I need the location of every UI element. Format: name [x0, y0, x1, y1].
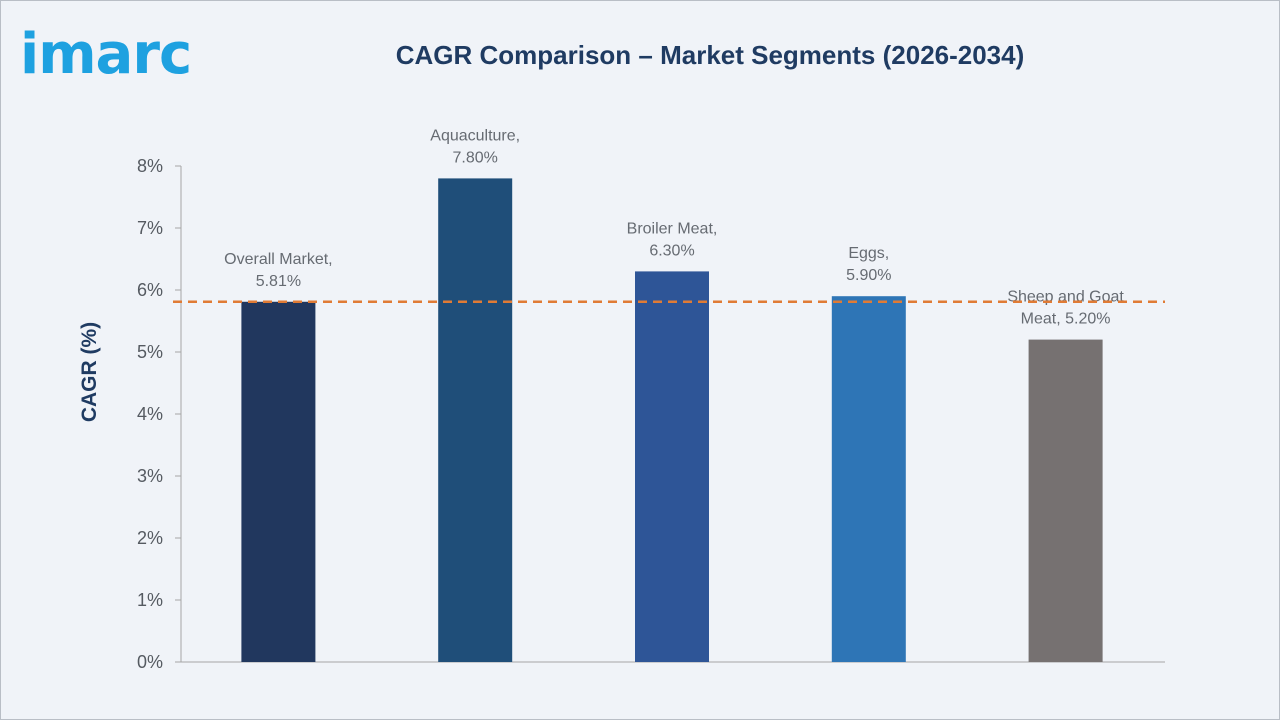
y-tick-label: 8%	[137, 156, 163, 176]
y-tick-label: 6%	[137, 280, 163, 300]
bar	[1028, 339, 1103, 662]
bar	[438, 178, 513, 662]
svg-text:imarc: imarc	[20, 22, 191, 83]
y-tick-label: 3%	[137, 466, 163, 486]
y-tick-label: 5%	[137, 342, 163, 362]
bar	[635, 271, 709, 662]
y-tick-label: 7%	[137, 218, 163, 238]
y-tick-label: 4%	[137, 404, 163, 424]
data-label: Broiler Meat,	[627, 220, 718, 237]
data-label: Eggs,	[848, 245, 889, 262]
y-tick-label: 2%	[137, 528, 163, 548]
data-label: Sheep and Goat	[1007, 289, 1124, 306]
data-label: Meat, 5.20%	[1021, 311, 1111, 328]
data-label: 6.30%	[649, 242, 694, 259]
imarc-logo: imarc	[20, 22, 192, 83]
y-tick-label: 0%	[137, 652, 163, 672]
data-label: Aquaculture,	[430, 127, 520, 144]
bar	[241, 301, 316, 662]
data-label: 5.81%	[256, 273, 301, 290]
chart-title: CAGR Comparison – Market Segments (2026-…	[395, 40, 1025, 70]
data-label: Overall Market,	[224, 251, 332, 268]
data-label: 5.90%	[846, 267, 891, 284]
y-axis-title: CAGR (%)	[78, 322, 101, 422]
data-label: 7.80%	[453, 149, 498, 166]
bar	[831, 296, 906, 662]
y-tick-label: 1%	[137, 590, 163, 610]
